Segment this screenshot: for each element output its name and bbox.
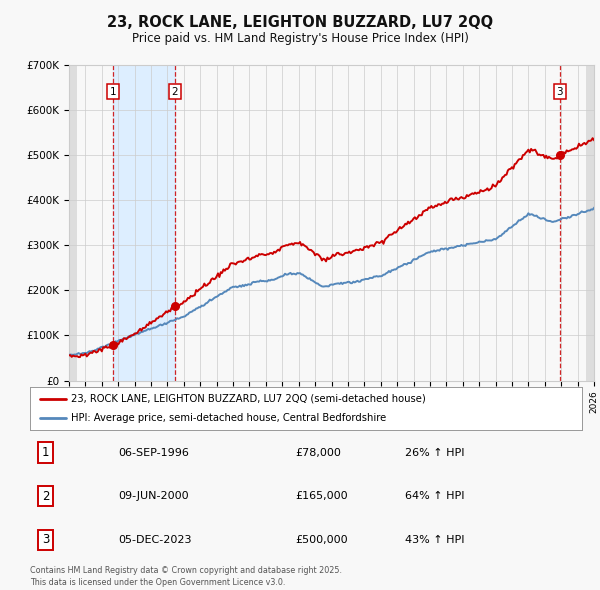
Text: Contains HM Land Registry data © Crown copyright and database right 2025.
This d: Contains HM Land Registry data © Crown c… [30, 566, 342, 587]
Text: 2: 2 [172, 87, 178, 97]
Text: 23, ROCK LANE, LEIGHTON BUZZARD, LU7 2QQ: 23, ROCK LANE, LEIGHTON BUZZARD, LU7 2QQ [107, 15, 493, 30]
Text: 2: 2 [42, 490, 49, 503]
Text: 3: 3 [557, 87, 563, 97]
Text: £500,000: £500,000 [295, 535, 347, 545]
Text: 05-DEC-2023: 05-DEC-2023 [118, 535, 192, 545]
Text: 43% ↑ HPI: 43% ↑ HPI [406, 535, 465, 545]
Text: 09-JUN-2000: 09-JUN-2000 [118, 491, 189, 501]
Text: 64% ↑ HPI: 64% ↑ HPI [406, 491, 465, 501]
Text: HPI: Average price, semi-detached house, Central Bedfordshire: HPI: Average price, semi-detached house,… [71, 413, 386, 423]
Bar [586, 65, 594, 381]
Text: 3: 3 [42, 533, 49, 546]
Text: £78,000: £78,000 [295, 448, 341, 457]
Text: Price paid vs. HM Land Registry's House Price Index (HPI): Price paid vs. HM Land Registry's House … [131, 32, 469, 45]
Text: 26% ↑ HPI: 26% ↑ HPI [406, 448, 465, 457]
Text: 23, ROCK LANE, LEIGHTON BUZZARD, LU7 2QQ (semi-detached house): 23, ROCK LANE, LEIGHTON BUZZARD, LU7 2QQ… [71, 394, 426, 404]
Bar [69, 65, 77, 381]
Text: 06-SEP-1996: 06-SEP-1996 [118, 448, 189, 457]
Bar [113, 65, 175, 381]
Text: 1: 1 [42, 446, 49, 459]
Text: 1: 1 [110, 87, 116, 97]
Text: £165,000: £165,000 [295, 491, 347, 501]
